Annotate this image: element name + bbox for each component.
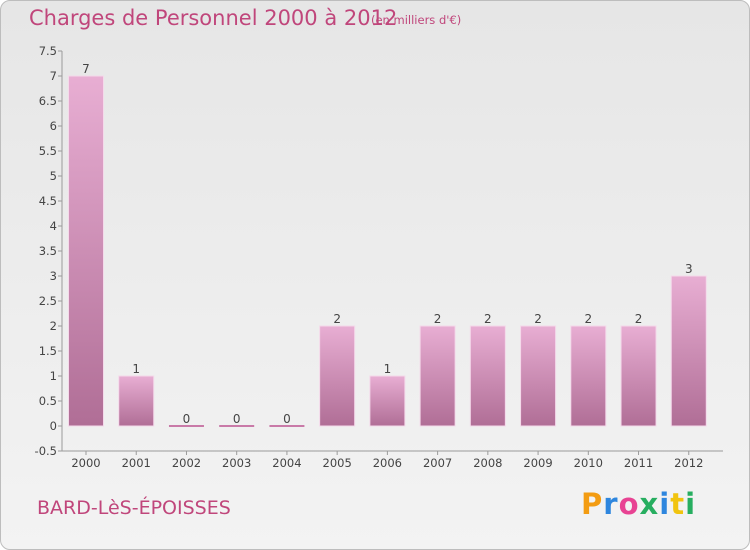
logo-letter: r: [603, 487, 619, 521]
logo-letter: i: [685, 487, 697, 521]
data-label: 2: [584, 312, 592, 326]
y-tick-label: 5.5: [39, 144, 57, 158]
logo-letter: o: [618, 487, 640, 521]
y-tick-label: 7: [50, 69, 57, 83]
bar-2003: [219, 425, 255, 427]
y-tick-label: 6: [50, 119, 57, 133]
bar-2011: [620, 325, 657, 427]
data-label: 2: [333, 312, 341, 326]
bar-2008: [469, 325, 506, 427]
y-tick-label: 6.5: [39, 94, 57, 108]
y-tick-label: 3: [50, 269, 57, 283]
x-tick-label: 2010: [574, 456, 603, 470]
x-tick-label: 2008: [473, 456, 502, 470]
place-name: BARD-LèS-ÉPOISSES: [37, 497, 231, 519]
data-label: 1: [132, 362, 140, 376]
x-tick-label: 2004: [272, 456, 301, 470]
logo-letter: i: [659, 487, 671, 521]
bar-2005: [319, 325, 356, 427]
data-label: 0: [283, 412, 291, 426]
y-tick-label: 3.5: [39, 244, 57, 258]
x-tick-label: 2011: [624, 456, 653, 470]
x-tick-label: 2001: [122, 456, 151, 470]
data-label: 7: [82, 62, 90, 76]
x-tick-label: 2003: [222, 456, 251, 470]
x-tick-label: 2005: [323, 456, 352, 470]
x-tick-label: 2012: [674, 456, 703, 470]
y-tick-label: 1.5: [39, 344, 57, 358]
x-tick-label: 2002: [172, 456, 201, 470]
bar-2000: [68, 75, 104, 427]
y-tick-label: 5: [50, 169, 57, 183]
bar-2006: [369, 375, 406, 427]
y-tick-label: 2.5: [39, 294, 57, 308]
y-tick-label: 0: [50, 419, 57, 433]
data-label: 2: [434, 312, 442, 326]
logo-letter: P: [581, 487, 604, 521]
chart-subtitle: (en milliers d'€): [371, 13, 462, 27]
data-label: 2: [484, 312, 492, 326]
x-tick-label: 2000: [71, 456, 100, 470]
bar-2004: [269, 425, 305, 427]
y-tick-label: 7.5: [39, 44, 57, 58]
x-tick-label: 2007: [423, 456, 452, 470]
data-label: 2: [635, 312, 643, 326]
logo-letter: t: [670, 487, 686, 521]
y-tick-label: 0.5: [39, 394, 57, 408]
y-tick-label: 1: [50, 369, 57, 383]
bar-2012: [670, 275, 707, 427]
data-label: 2: [534, 312, 542, 326]
data-label: 3: [685, 262, 693, 276]
data-label: 0: [183, 412, 191, 426]
x-tick-label: 2006: [373, 456, 402, 470]
y-tick-label: 4: [50, 219, 57, 233]
bar-2007: [419, 325, 456, 427]
x-tick-label: 2009: [523, 456, 552, 470]
bar-2009: [520, 325, 557, 427]
bar-2001: [118, 375, 155, 427]
logo-letter: x: [639, 487, 660, 521]
chart-title: Charges de Personnel 2000 à 2012: [29, 6, 398, 30]
proxiti-logo[interactable]: Proxiti: [581, 487, 696, 521]
bar-2002: [168, 425, 204, 427]
data-label: 1: [384, 362, 392, 376]
y-tick-label: -0.5: [35, 444, 57, 458]
y-tick-label: 4.5: [39, 194, 57, 208]
bar-chart: -0.500.511.522.533.544.555.566.577.52000…: [35, 44, 723, 470]
y-tick-label: 2: [50, 319, 57, 333]
bar-2010: [570, 325, 607, 427]
data-label: 0: [233, 412, 241, 426]
